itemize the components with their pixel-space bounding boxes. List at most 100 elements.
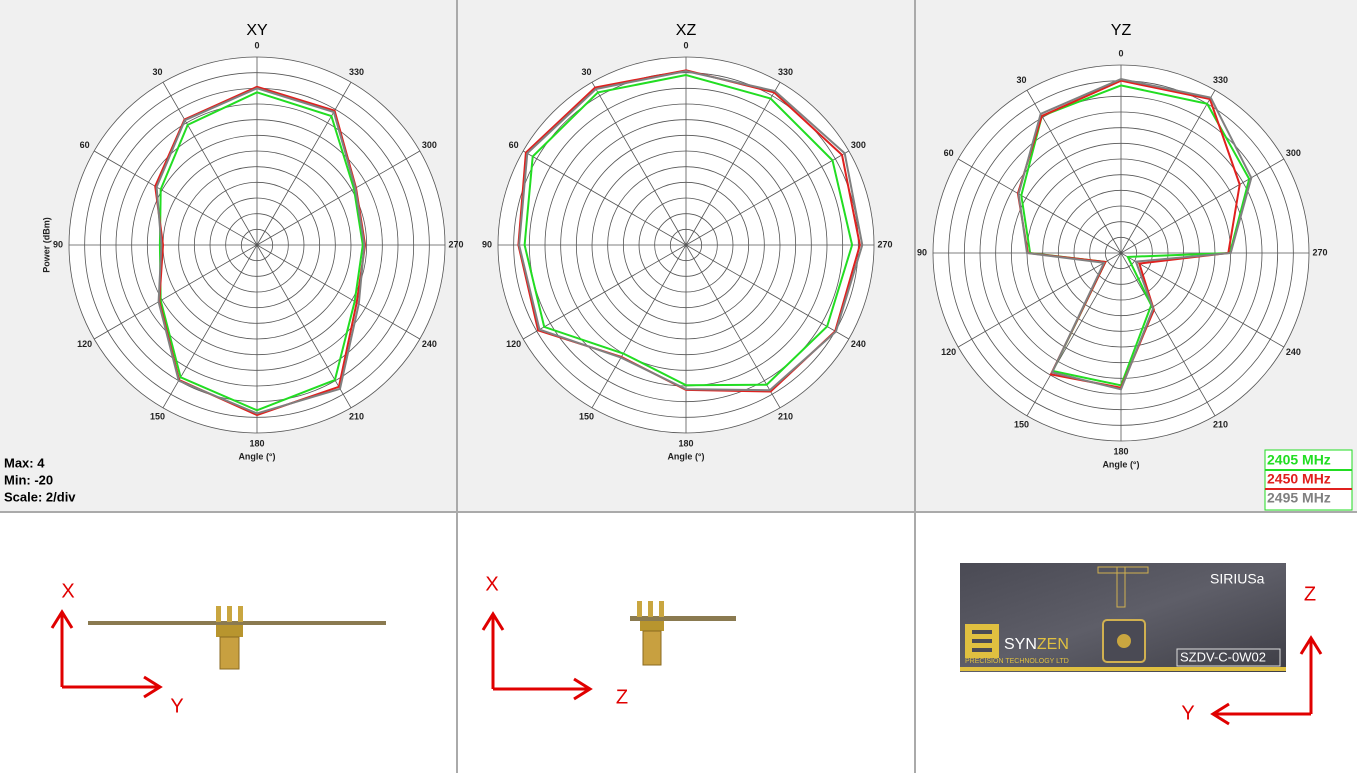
axis-letter: Z: [1304, 583, 1316, 605]
grid-spoke: [685, 244, 850, 340]
angle-tick-label: 30: [581, 67, 591, 77]
board-name: SIRIUSa: [1210, 571, 1265, 587]
angle-tick-label: 120: [77, 339, 92, 349]
info-line: Scale: 2/div: [4, 489, 76, 504]
grid-spoke: [591, 244, 687, 409]
grid-spoke: [1026, 252, 1122, 417]
angle-tick-label: 270: [1312, 247, 1327, 257]
board-stripe: [960, 667, 1286, 671]
legend: 2405 MHz 2450 MHz 2495 MHz: [1264, 449, 1353, 511]
angle-tick-label: 210: [1213, 420, 1228, 430]
connector-center: [1117, 634, 1131, 648]
chart-title: XY: [246, 22, 268, 39]
angle-tick-label: 330: [778, 67, 793, 77]
axis-arrows: [1210, 635, 1323, 726]
grid-spoke: [162, 81, 258, 246]
angle-tick-label: 270: [448, 239, 463, 249]
antenna-end: [630, 601, 736, 666]
legend-entry: 2450 MHz: [1267, 471, 1331, 487]
info-line: Min: -20: [4, 472, 53, 487]
grid-spoke: [957, 252, 1122, 348]
legend-box: [1264, 449, 1353, 511]
angle-tick-label: 240: [422, 339, 437, 349]
connector: [640, 621, 664, 631]
grid-spoke: [1026, 89, 1122, 254]
grid-spoke: [591, 81, 687, 246]
angle-tick-label: 210: [778, 412, 793, 422]
grid-spoke: [957, 158, 1122, 254]
connector: [216, 625, 243, 637]
angle-tick-label: 150: [579, 412, 594, 422]
angle-tick-label: 60: [944, 148, 954, 158]
grid-spoke: [1120, 252, 1285, 348]
grid-spoke: [1120, 158, 1285, 254]
angle-tick-label: 270: [877, 239, 892, 249]
angle-tick-label: 90: [917, 247, 927, 257]
angle-tick-label: 30: [152, 67, 162, 77]
scale-info: Max: 4 Min: -20 Scale: 2/div: [4, 455, 76, 504]
angle-tick-label: 150: [1014, 420, 1029, 430]
pin: [659, 601, 664, 617]
angle-tick-label: 90: [53, 239, 63, 249]
grid-spoke: [93, 150, 258, 246]
legend-entry: 2405 MHz: [1267, 452, 1331, 468]
logo-mark: [972, 630, 992, 652]
x-axis-label: Angle (°): [1102, 459, 1139, 469]
angle-tick-label: 240: [1286, 347, 1301, 357]
pin: [238, 606, 243, 622]
legend-entry: 2495 MHz: [1267, 490, 1331, 506]
pin: [216, 606, 221, 622]
axis-letter: X: [61, 580, 74, 602]
grid-spoke: [522, 244, 687, 340]
axis-arrows: [50, 609, 163, 699]
angle-tick-label: 0: [1118, 48, 1123, 58]
angle-tick-label: 240: [851, 339, 866, 349]
angle-tick-label: 300: [1286, 148, 1301, 158]
trace: [158, 91, 364, 412]
axis-arrows: [481, 611, 593, 701]
grid-spoke: [685, 150, 850, 246]
axis-letter: Z: [616, 686, 628, 708]
pin: [637, 601, 642, 617]
grid-spoke: [522, 150, 687, 246]
chart-title: YZ: [1111, 22, 1132, 39]
angle-tick-label: 90: [482, 239, 492, 249]
grid-spoke: [93, 244, 258, 340]
connector-thread: [642, 630, 662, 666]
angle-tick-label: 120: [506, 339, 521, 349]
board: SYNZEN PRECISION TECHNOLOGY LTD SIRIUSa …: [960, 563, 1286, 672]
angle-tick-label: 180: [678, 438, 693, 448]
chart-title: XZ: [676, 22, 697, 39]
grid-spoke: [1120, 89, 1216, 254]
trace: [155, 87, 366, 415]
angle-tick-label: 60: [80, 140, 90, 150]
angle-tick-label: 330: [1213, 75, 1228, 85]
grid-spoke: [685, 81, 781, 246]
brand-part: ZEN: [1037, 636, 1069, 653]
x-axis-label: Angle (°): [238, 451, 275, 461]
tagline: PRECISION TECHNOLOGY LTD: [965, 658, 1069, 665]
angle-tick-label: 150: [150, 412, 165, 422]
part-number: SZDV-C-0W02: [1180, 649, 1266, 664]
grid-spoke: [256, 81, 352, 246]
brand: SYNZEN: [1004, 636, 1069, 653]
y-axis-label: Power (dBm): [41, 217, 51, 273]
antenna-trace: [1116, 566, 1126, 608]
pcb: [630, 616, 736, 621]
angle-tick-label: 300: [422, 140, 437, 150]
angle-tick-label: 300: [851, 140, 866, 150]
axis-letter: Y: [170, 695, 183, 717]
angle-tick-label: 330: [349, 67, 364, 77]
angle-tick-label: 210: [349, 412, 364, 422]
angle-tick-label: 120: [941, 347, 956, 357]
antenna-side: [88, 606, 386, 670]
trace: [1017, 78, 1253, 391]
pcb: [88, 621, 386, 625]
angle-tick-label: 180: [249, 438, 264, 448]
grid-spoke: [256, 244, 421, 340]
brand-part: SYN: [1004, 636, 1037, 653]
angle-tick-label: 30: [1016, 75, 1026, 85]
angle-tick-label: 60: [509, 140, 519, 150]
pin: [648, 601, 653, 617]
